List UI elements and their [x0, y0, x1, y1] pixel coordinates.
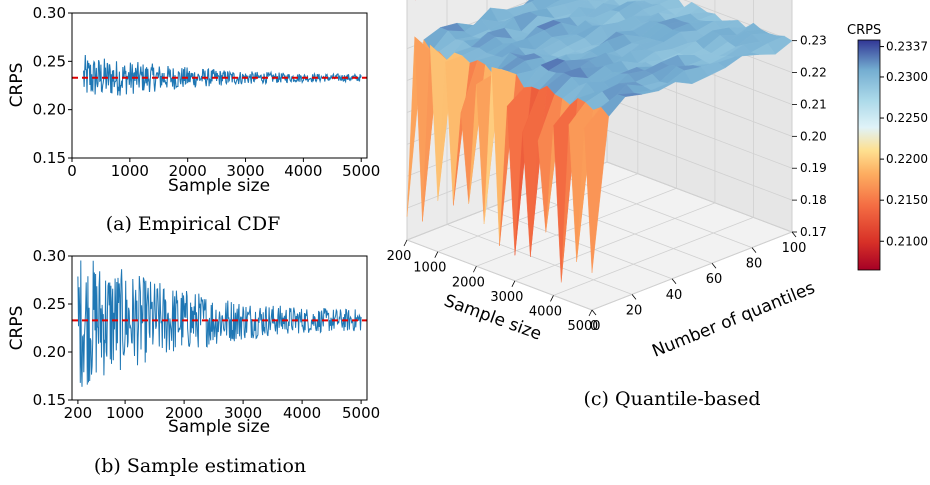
x3d-tick-mark [550, 295, 554, 302]
x-tick-label: 3000 [224, 404, 262, 422]
z3d-tick-label: 0.20 [800, 129, 827, 143]
y-tick-label: 0.20 [33, 101, 66, 119]
y3d-tick-label: 60 [706, 272, 723, 287]
x3d-tick-label: 4000 [529, 304, 562, 319]
y3d-tick-label: 20 [626, 303, 643, 318]
x-tick-label: 2000 [169, 162, 207, 180]
x3d-tick-label: 2000 [452, 275, 485, 290]
ylabel-a: CRPS [7, 63, 27, 108]
xlabel-b: Sample size [168, 417, 270, 437]
colorbar-tick-label: 0.2150 [886, 193, 928, 207]
colorbar-label: CRPS [847, 23, 881, 38]
surface [406, 0, 793, 283]
plot-a-frame [71, 12, 368, 159]
x3d-tick-mark [588, 309, 593, 317]
x3d-tick-mark [434, 251, 439, 258]
colorbar-tick-label: 0.2200 [886, 152, 928, 166]
z3d-tick-label: 0.17 [800, 225, 827, 239]
y3d-tick-mark [791, 231, 797, 238]
plot-b-series [77, 260, 362, 387]
z3d-tick-label: 0.21 [800, 97, 827, 111]
y3d-tick-label: 100 [782, 241, 807, 256]
plot-a-series [83, 54, 362, 96]
y-tick-label: 0.15 [33, 149, 66, 167]
x-tick-label: 5000 [342, 162, 380, 180]
grid-line [446, 224, 633, 295]
caption-b: (b) Sample estimation [94, 455, 306, 477]
y-tick-label: 0.25 [33, 295, 66, 313]
x3d-tick-label: 200 [387, 249, 412, 264]
x-tick-label: 3000 [226, 162, 264, 180]
panel-a: 0 1000 2000 3000 4000 5000 0.15 0.20 0.25 0.30 Sa… [7, 4, 380, 235]
x-tick-label: 2000 [165, 404, 203, 422]
grid-line [591, 231, 793, 311]
y3d-tick-label: 0 [590, 319, 598, 334]
y-tick-label: 0.30 [33, 247, 66, 265]
y-tick-label: 0.25 [33, 52, 66, 70]
x3d-tick-mark [511, 280, 516, 288]
y-tick-label: 0.20 [33, 343, 66, 361]
x-tick-label: 200 [64, 404, 93, 422]
y3d-tick-label: 80 [746, 257, 763, 272]
x-tick-label: 4000 [283, 404, 321, 422]
xlabel-a: Sample size [168, 176, 270, 196]
z3d-tick-label: 0.23 [800, 34, 827, 48]
x3d-tick-label: 3000 [490, 290, 523, 305]
y3d-tick-label: 40 [666, 288, 683, 303]
y-tick-label: 0.15 [33, 391, 66, 409]
x3d-tick-label: 1000 [413, 261, 446, 276]
x3d-tick-mark [403, 239, 408, 247]
grid-line [553, 217, 754, 296]
x-tick-label: 5000 [342, 404, 380, 422]
grid-line [514, 202, 716, 282]
x-tick-label: 4000 [284, 162, 322, 180]
surface-patch [584, 106, 609, 273]
colorbar [857, 39, 881, 271]
x3d-tick-label: 5000 [567, 319, 600, 334]
y-tick-label: 0.30 [33, 4, 66, 22]
colorbar-tick-label: 0.2300 [886, 70, 928, 84]
z3d-tick-label: 0.18 [800, 193, 827, 207]
surface-patch [602, 0, 608, 3]
grid-line [606, 97, 793, 169]
x3d-tick-mark [473, 266, 477, 273]
z3d-tick-label: 0.22 [800, 66, 827, 80]
caption-c: (c) Quantile-based [584, 388, 761, 410]
ylabel-b: CRPS [7, 306, 27, 351]
panel-b: 200 1000 2000 3000 4000 50000.150.200.250.30 … [7, 247, 380, 477]
x-tick-label: 1000 [106, 404, 144, 422]
grid-line [683, 0, 793, 42]
grid-line [437, 173, 638, 253]
caption-a: (a) Empirical CDF [106, 213, 281, 235]
y3d-tick-mark [671, 278, 677, 285]
y3d-tick-mark [591, 309, 597, 316]
colorbar-tick-label: 0.2337 [886, 40, 928, 54]
y3d-tick-mark [711, 262, 717, 269]
y3d-tick-mark [751, 247, 757, 253]
y3d-tick-mark [631, 294, 637, 300]
plot-b-frame [71, 255, 368, 401]
x-tick-label: 1000 [111, 162, 149, 180]
colorbar-tick-label: 0.2250 [886, 111, 928, 125]
x-tick-label: 0 [67, 162, 77, 180]
grid-line [606, 161, 793, 233]
grid-line [606, 129, 793, 201]
z3d-tick-label: 0.19 [800, 161, 827, 175]
colorbar-tick-label: 0.2100 [886, 234, 928, 248]
